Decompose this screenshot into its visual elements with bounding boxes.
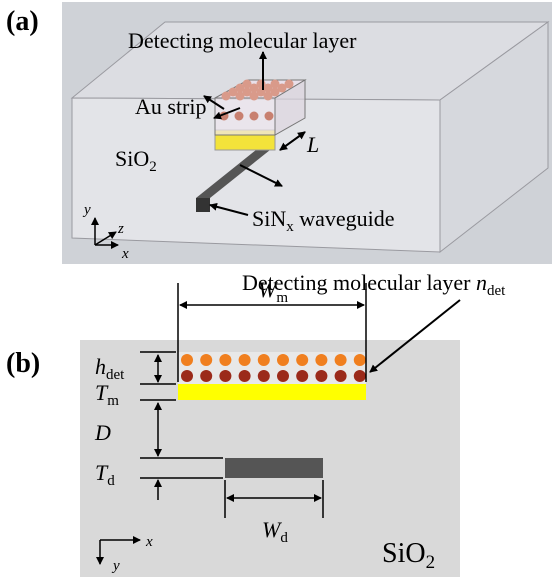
molecule xyxy=(285,80,294,89)
molecule xyxy=(181,354,193,366)
molecule xyxy=(257,80,266,89)
molecule xyxy=(219,354,231,366)
molecule xyxy=(335,370,347,382)
axis-label: y xyxy=(82,202,91,218)
panel-label: (a) xyxy=(6,6,39,37)
molecule xyxy=(277,354,289,366)
text: h xyxy=(95,354,106,379)
subscript: 2 xyxy=(426,552,436,573)
molecule xyxy=(239,354,251,366)
axis-label: x xyxy=(121,246,129,262)
text: W xyxy=(258,277,278,302)
waveguide-label: SiNx waveguide xyxy=(252,206,395,235)
molecule xyxy=(243,80,252,89)
subscript: det xyxy=(106,367,125,383)
molecule xyxy=(354,354,366,366)
molecule xyxy=(296,354,308,366)
axis-label: z xyxy=(117,221,124,237)
subscript: m xyxy=(276,290,288,306)
molecule xyxy=(315,354,327,366)
molecule xyxy=(296,370,308,382)
molecular-layer-label: Detecting molecular layer xyxy=(128,28,357,53)
panel-a: (a) Detecting molecular layer Au strip L… xyxy=(6,2,552,264)
molecule xyxy=(200,370,212,382)
panel-label: (b) xyxy=(6,348,40,379)
subscript: d xyxy=(280,530,288,546)
au-strip-label: Au strip xyxy=(135,94,207,119)
molecule xyxy=(250,112,259,121)
molecule xyxy=(335,354,347,366)
text: SiN xyxy=(252,206,286,231)
text: waveguide xyxy=(294,206,395,231)
d-label: D xyxy=(94,420,111,445)
molecule xyxy=(219,370,231,382)
waveguide-end xyxy=(196,198,210,212)
molecule xyxy=(315,370,327,382)
molecule xyxy=(200,354,212,366)
molecule xyxy=(354,370,366,382)
molecule xyxy=(265,112,274,121)
figure: (a) Detecting molecular layer Au strip L… xyxy=(0,0,555,577)
molecule xyxy=(235,112,244,121)
subscript: m xyxy=(107,393,119,409)
subscript: 2 xyxy=(149,159,157,175)
metal-strip xyxy=(178,384,366,400)
text: W xyxy=(262,517,282,542)
length-label: L xyxy=(306,132,319,157)
text: SiO xyxy=(115,146,149,171)
molecule xyxy=(258,370,270,382)
molecule xyxy=(271,80,280,89)
subscript: det xyxy=(487,283,506,299)
molecule xyxy=(277,370,289,382)
axis-label: y xyxy=(111,558,120,574)
subscript: d xyxy=(107,473,115,489)
molecule xyxy=(181,370,193,382)
axis-label: x xyxy=(145,534,153,550)
text: SiO xyxy=(382,538,426,569)
panel-b: (b) Detecting molecular layer ndet Wm hd… xyxy=(6,270,506,577)
waveguide xyxy=(225,458,323,478)
molecule xyxy=(239,370,251,382)
symbol: n xyxy=(476,270,487,295)
molecule xyxy=(258,354,270,366)
